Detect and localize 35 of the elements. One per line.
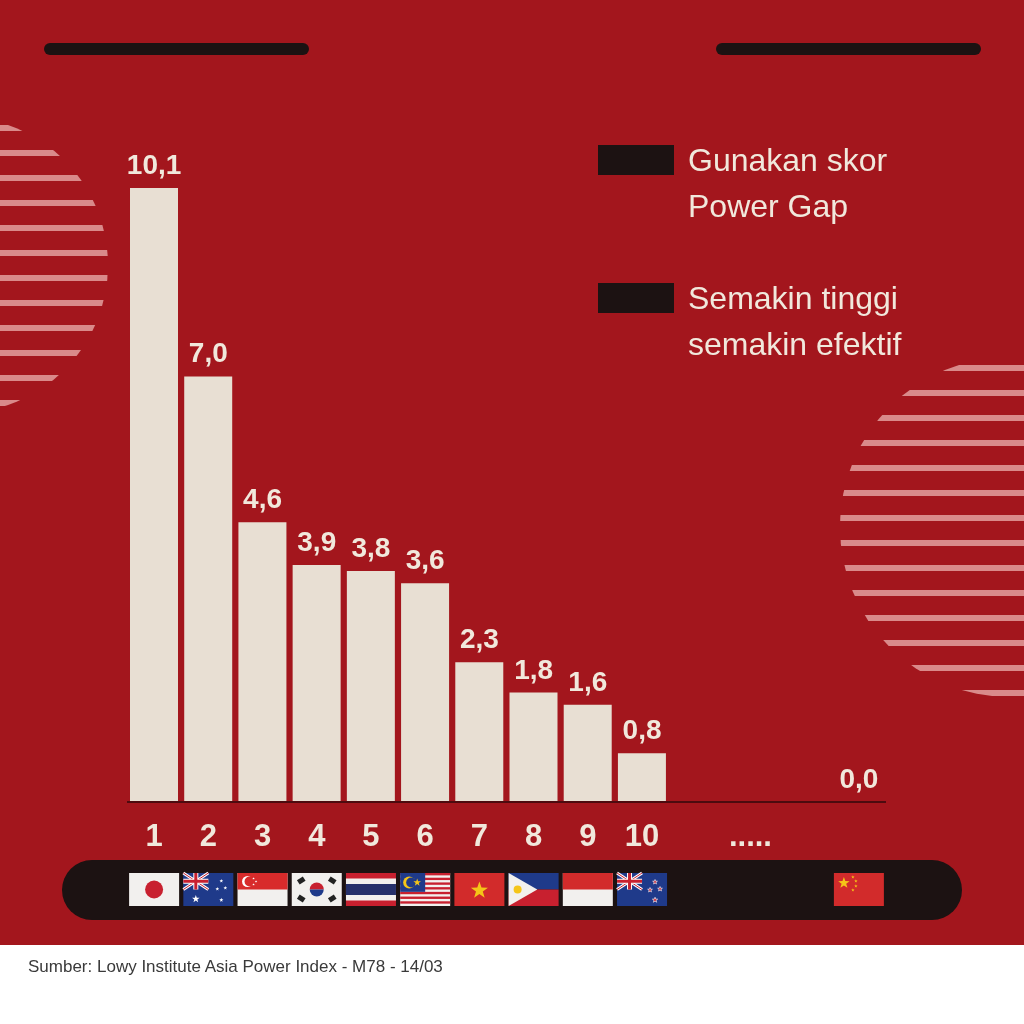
data-label: 7,0 xyxy=(188,337,228,369)
data-label: 3,6 xyxy=(405,544,445,576)
x-tick-label: 2 xyxy=(199,818,217,854)
x-tick-label: 5 xyxy=(362,818,380,854)
data-label: 4,6 xyxy=(243,483,282,515)
data-label: 1,8 xyxy=(514,653,554,685)
x-tick-label: 1 xyxy=(145,818,163,854)
data-label: 1,6 xyxy=(568,665,608,697)
x-tick-label: 3 xyxy=(253,818,272,854)
x-tick-label: 6 xyxy=(416,818,434,854)
bar xyxy=(617,753,666,802)
bar xyxy=(401,583,450,802)
bar xyxy=(455,662,504,802)
bar xyxy=(509,692,558,802)
bar xyxy=(292,564,341,802)
bar xyxy=(238,522,287,802)
x-tick-label: 4 xyxy=(308,818,327,854)
data-label: 3,8 xyxy=(351,531,391,563)
data-label: 10,1 xyxy=(126,149,182,180)
data-label: 2,3 xyxy=(459,623,499,655)
data-label: 0,8 xyxy=(622,714,662,746)
data-label: 0,0 xyxy=(839,763,879,794)
annotation: Semakin tinggi semakin efektif xyxy=(688,279,903,364)
data-label: 3,9 xyxy=(297,525,337,557)
bar xyxy=(346,570,395,802)
x-tick-label: 9 xyxy=(579,818,597,854)
text: Sumber: Lowy Institute Asia Power Index - M78 - 14/03 xyxy=(28,957,443,977)
annotation: Gunakan skor Power Gap xyxy=(688,141,889,226)
x-tick-label: 7 xyxy=(470,818,489,854)
x-tick-label: 8 xyxy=(524,818,543,854)
bar xyxy=(184,376,233,802)
bar xyxy=(130,188,178,802)
bar xyxy=(563,704,612,802)
x-tick-label: 10 xyxy=(624,818,660,854)
x-tick-label: ..... xyxy=(728,818,772,854)
